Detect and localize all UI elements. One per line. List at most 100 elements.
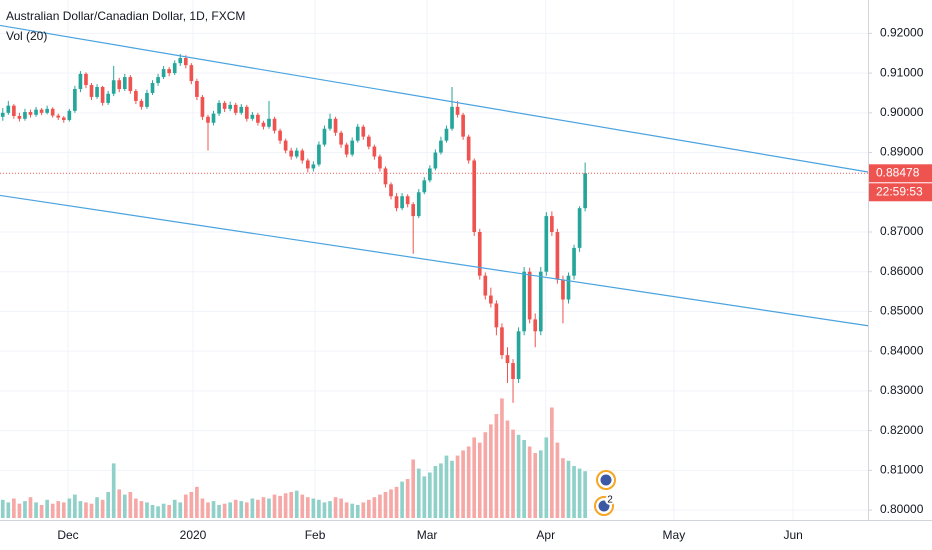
candle-body bbox=[150, 83, 155, 93]
volume-bar bbox=[145, 502, 149, 518]
volume-bar bbox=[428, 472, 432, 518]
volume-bar bbox=[217, 505, 221, 518]
candle-body bbox=[56, 115, 61, 118]
candle-body bbox=[428, 168, 432, 181]
candle-body bbox=[278, 130, 282, 141]
candle-body bbox=[12, 105, 16, 116]
volume-bar bbox=[244, 502, 249, 518]
volume-bar bbox=[6, 502, 11, 518]
volume-bar bbox=[67, 498, 72, 518]
countdown-label: 22:59:53 bbox=[876, 184, 923, 198]
candle-body bbox=[217, 102, 221, 114]
volume-bar bbox=[344, 502, 349, 518]
volume-bar bbox=[84, 502, 88, 518]
candle-body bbox=[561, 279, 565, 300]
volume-bar bbox=[477, 442, 482, 518]
volume-bar bbox=[583, 471, 587, 518]
volume-bar bbox=[0, 499, 5, 518]
y-tick-label: 0.89000 bbox=[880, 145, 924, 159]
volume-bar bbox=[466, 446, 471, 518]
candle-body bbox=[122, 77, 127, 89]
volume-bar bbox=[294, 490, 299, 518]
candle-body bbox=[422, 180, 427, 193]
y-tick-label: 0.80000 bbox=[880, 502, 924, 516]
volume-bar bbox=[311, 498, 316, 518]
volume-bar bbox=[305, 497, 310, 518]
volume-bar bbox=[156, 506, 160, 518]
candle-body bbox=[73, 88, 77, 111]
volume-bar bbox=[233, 499, 238, 518]
candle-body bbox=[6, 105, 11, 113]
chart-title: Australian Dollar/Canadian Dollar, 1D, F… bbox=[6, 9, 245, 23]
volume-bar bbox=[39, 505, 44, 518]
y-tick-label: 0.82000 bbox=[880, 423, 924, 437]
x-tick-label: 2020 bbox=[180, 528, 207, 542]
candle-body bbox=[256, 114, 260, 123]
volume-bar bbox=[23, 501, 27, 518]
candle-body bbox=[128, 77, 133, 91]
candle-body bbox=[538, 271, 543, 332]
candle-body bbox=[472, 160, 477, 232]
candle-body bbox=[522, 271, 526, 332]
candle-body bbox=[361, 126, 366, 137]
candle-body bbox=[339, 132, 343, 145]
volume-bar bbox=[372, 497, 377, 518]
volume-bar bbox=[34, 502, 38, 518]
volume-bar bbox=[533, 453, 538, 518]
volume-bar bbox=[544, 437, 549, 518]
volume-bar bbox=[128, 492, 133, 518]
volume-bar bbox=[172, 499, 177, 518]
volume-bar bbox=[150, 505, 155, 518]
event-badge-bg bbox=[605, 495, 615, 505]
candle-body bbox=[228, 104, 233, 109]
candle-body bbox=[156, 77, 160, 84]
volume-bar bbox=[516, 434, 521, 518]
volume-bar bbox=[89, 503, 94, 518]
candle-body bbox=[267, 118, 271, 127]
volume-bar bbox=[538, 450, 543, 518]
candle-body bbox=[50, 108, 55, 116]
volume-bar bbox=[161, 503, 166, 518]
candle-body bbox=[34, 109, 38, 115]
volume-bar bbox=[555, 442, 560, 518]
candle-body bbox=[261, 122, 266, 127]
candle-body bbox=[100, 86, 105, 103]
candle-body bbox=[477, 231, 482, 276]
candle-body bbox=[433, 152, 438, 169]
volume-bar bbox=[95, 497, 99, 518]
candle-body bbox=[533, 319, 538, 332]
volume-bar bbox=[56, 501, 61, 518]
volume-bar bbox=[167, 505, 171, 518]
candle-body bbox=[67, 110, 72, 120]
candle-body bbox=[206, 116, 210, 123]
candle-body bbox=[577, 208, 582, 248]
volume-bar bbox=[527, 446, 532, 518]
candle-body bbox=[145, 92, 149, 107]
volume-bar bbox=[73, 494, 77, 518]
candle-body bbox=[444, 128, 449, 141]
volume-bar bbox=[511, 429, 515, 518]
trend-line bbox=[0, 194, 869, 327]
candle-body bbox=[300, 150, 305, 161]
volume-bar bbox=[78, 501, 83, 518]
volume-bar bbox=[267, 498, 271, 518]
volume-bar bbox=[361, 502, 366, 518]
volume-bar bbox=[416, 468, 421, 518]
volume-bar bbox=[195, 486, 199, 518]
volume-bar bbox=[222, 503, 227, 518]
candle-body bbox=[500, 327, 504, 356]
volume-bar bbox=[50, 503, 55, 518]
y-tick-label: 0.87000 bbox=[880, 224, 924, 238]
candle-body bbox=[400, 196, 404, 209]
y-tick-label: 0.91000 bbox=[880, 65, 924, 79]
event-badge: 2 bbox=[607, 495, 613, 506]
volume-bar bbox=[178, 502, 183, 518]
volume-bar bbox=[289, 492, 294, 518]
volume-bar bbox=[505, 420, 510, 518]
candle-body bbox=[511, 363, 515, 379]
candle-body bbox=[167, 69, 171, 74]
volume-bar bbox=[433, 466, 438, 518]
y-tick-label: 0.86000 bbox=[880, 264, 924, 278]
volume-bar bbox=[400, 481, 404, 518]
